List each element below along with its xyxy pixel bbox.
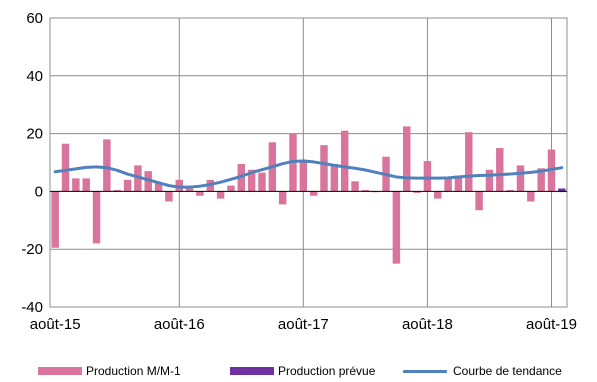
bar-production-mm1: [537, 168, 545, 192]
bar-production-mm1: [330, 163, 339, 192]
x-tick-label: août-16: [154, 316, 205, 333]
bar-production-mm1: [485, 169, 494, 192]
bar-production-mm1: [227, 185, 235, 192]
y-tick-label: 0: [35, 183, 43, 200]
bar-production-mm1: [340, 130, 349, 192]
trend-line: [53, 159, 564, 189]
bar-production-mm1: [434, 191, 442, 199]
legend-label-production-mm1: Production M/M-1: [86, 364, 181, 378]
x-tick-label: août-17: [278, 316, 329, 333]
vertical-gridlines: [178, 18, 552, 307]
y-tick-label: 60: [26, 10, 43, 27]
bar-production-mm1: [392, 191, 401, 264]
bar-production-mm1: [516, 165, 525, 192]
plot-area: [49, 17, 568, 308]
x-tick-label: août-15: [30, 316, 81, 333]
horizontal-gridlines: [50, 75, 567, 250]
bar-production-prevue: [558, 188, 566, 192]
y-tick-label: -40: [21, 299, 43, 316]
bar-production-mm1: [496, 148, 504, 192]
bar-production-mm1: [82, 178, 90, 192]
bar-production-mm1: [247, 169, 256, 192]
legend-item-courbe-tendance: Courbe de tendance: [403, 364, 562, 378]
bar-production-mm1: [113, 189, 121, 192]
bar-production-mm1: [506, 189, 514, 192]
bar-production-mm1: [72, 178, 80, 192]
bar-production-mm1: [475, 191, 483, 211]
bar-production-mm1: [185, 188, 194, 192]
bar-production-mm1: [527, 191, 535, 202]
legend-swatch-production-prevue: [230, 367, 274, 375]
bar-production-mm1: [165, 191, 173, 202]
y-tick-label: -20: [21, 241, 43, 258]
bar-production-mm1: [92, 191, 101, 244]
bar-production-mm1: [361, 189, 370, 192]
y-tick-label: 40: [26, 68, 43, 85]
bar-production-mm1: [465, 132, 473, 192]
y-tick-label: 20: [26, 126, 43, 143]
bar-production-mm1: [61, 143, 70, 192]
trend-line-group: [53, 159, 564, 189]
legend: Production M/M-1 Production prévue Courb…: [0, 362, 597, 382]
x-axis-tick-labels: août-15 août-16 août-17 août-18 août-19: [30, 316, 577, 333]
bar-production-mm1: [454, 175, 463, 192]
bar-production-mm1: [444, 176, 452, 192]
x-tick-label: août-18: [402, 316, 453, 333]
bar-production-mm1: [299, 159, 308, 192]
bar-production-mm1: [103, 139, 111, 192]
legend-item-production-prevue: Production prévue: [230, 364, 375, 378]
bar-production-mm1: [320, 145, 328, 192]
legend-item-production-mm1: Production M/M-1: [38, 364, 181, 378]
bar-production-mm1: [154, 182, 163, 192]
bar-production-mm1: [123, 179, 132, 192]
bar-production-mm1: [51, 191, 59, 248]
bar-production-mm1: [413, 191, 421, 193]
bar-series: [51, 126, 566, 264]
y-axis-tick-labels: -40 -20 0 20 40 60: [21, 10, 43, 316]
bar-production-mm1: [351, 181, 359, 192]
legend-swatch-production-mm1: [38, 367, 82, 375]
bar-production-mm1: [309, 191, 318, 196]
legend-label-production-prevue: Production prévue: [278, 364, 376, 378]
x-tick-label: août-19: [526, 316, 577, 333]
bar-production-mm1: [278, 191, 287, 205]
legend-label-courbe-tendance: Courbe de tendance: [453, 364, 562, 378]
bar-production-mm1: [216, 191, 225, 199]
bar-production-mm1: [258, 172, 266, 192]
bar-production-mm1: [196, 191, 204, 196]
legend-swatch-courbe-tendance: [403, 369, 447, 373]
bar-production-mm1: [423, 161, 432, 192]
bar-production-mm1: [403, 126, 411, 192]
